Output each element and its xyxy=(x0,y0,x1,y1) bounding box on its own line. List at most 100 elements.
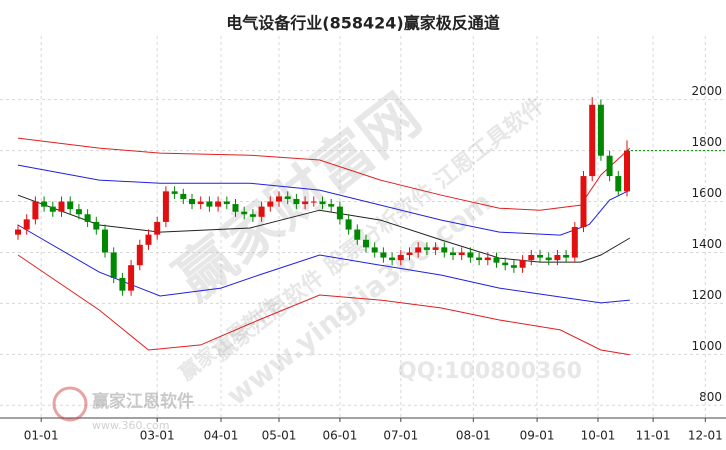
candle-body xyxy=(606,155,613,177)
candle-body xyxy=(215,201,222,207)
candle-body xyxy=(136,244,143,266)
candle-body xyxy=(110,252,117,278)
candle-body xyxy=(197,201,204,205)
logo: 赢家江恩软件 www.360.com xyxy=(52,386,194,432)
candle-body xyxy=(93,221,100,230)
candle-body xyxy=(171,191,178,194)
y-tick-label: 1400 xyxy=(691,237,722,251)
candle-body xyxy=(49,206,56,212)
candle-body xyxy=(23,219,30,230)
watermarks: 赢家财富网 赢家江恩软件 股票分析软件 江恩工具软件 www.yingjia36… xyxy=(162,81,582,412)
candle-body xyxy=(102,229,108,253)
candle-body xyxy=(615,176,622,192)
candle-body xyxy=(84,214,91,222)
candle-body xyxy=(510,265,517,268)
logo-url: www.360.com xyxy=(92,419,169,432)
candle-body xyxy=(519,260,526,268)
candle-body xyxy=(267,201,274,207)
candle-body xyxy=(484,257,491,261)
x-tick-label: 03-01 xyxy=(140,429,175,443)
logo-text: 赢家江恩软件 xyxy=(92,391,194,412)
candle-body xyxy=(415,247,422,253)
candle-body xyxy=(580,176,587,227)
candle-body xyxy=(397,255,404,261)
candle-body xyxy=(58,201,65,212)
x-tick-label: 10-01 xyxy=(581,429,616,443)
channel-line xyxy=(17,194,631,263)
candle-body xyxy=(467,252,474,258)
candle-body xyxy=(75,209,82,215)
logo-icon xyxy=(52,386,88,422)
candle-body xyxy=(354,229,361,240)
x-tick-label: 12-01 xyxy=(688,429,723,443)
candle-body xyxy=(15,229,21,235)
candle-body xyxy=(554,255,561,261)
y-tick-label: 2000 xyxy=(691,84,722,98)
candle-body xyxy=(41,201,48,207)
candle-body xyxy=(458,252,465,256)
candle-body xyxy=(276,196,282,202)
x-tick-label: 09-01 xyxy=(520,429,555,443)
candle-body xyxy=(545,257,552,261)
y-tick-label: 1800 xyxy=(691,135,722,149)
candle-body xyxy=(336,206,343,220)
candle-body xyxy=(423,247,430,250)
candle-body xyxy=(241,211,248,215)
candle-body xyxy=(476,257,483,261)
x-tick-label: 05-01 xyxy=(262,429,297,443)
y-tick-label: 800 xyxy=(699,390,722,404)
candle-body xyxy=(128,265,135,291)
candle-body xyxy=(528,255,535,261)
candle-body xyxy=(284,196,291,199)
candle-body xyxy=(302,201,309,205)
candle-body xyxy=(450,252,456,256)
candle-body xyxy=(371,247,378,253)
channel-line xyxy=(17,224,630,304)
x-tick-label: 11-01 xyxy=(636,429,671,443)
candle-body xyxy=(32,201,39,220)
candle-body xyxy=(537,255,543,258)
candle-body xyxy=(180,193,187,199)
candle-body xyxy=(310,201,317,203)
y-tick-label: 1200 xyxy=(691,288,722,302)
candle-body xyxy=(571,227,578,258)
candle-body xyxy=(223,201,230,205)
candle-body xyxy=(389,257,396,261)
candle-body xyxy=(406,252,413,256)
candle-body xyxy=(328,204,335,207)
candle-body xyxy=(597,104,604,156)
watermark: QQ:100800360 xyxy=(398,359,582,384)
candle-body xyxy=(145,234,152,245)
y-tick-label: 1600 xyxy=(691,186,722,200)
y-tick-label: 1000 xyxy=(691,339,722,353)
candle-body xyxy=(319,201,326,205)
candle-body xyxy=(162,191,169,222)
candle-body xyxy=(249,214,256,217)
axes: 800 1000 1200 1400 1600 1800 2000 01-01 03-01 04-… xyxy=(0,36,726,443)
x-tick-label: 01-01 xyxy=(24,429,59,443)
candle-body xyxy=(363,239,369,248)
candle-body xyxy=(293,198,300,205)
candle-body xyxy=(232,204,239,212)
candle-body xyxy=(206,201,213,207)
channel-line xyxy=(17,254,630,356)
candle-body xyxy=(380,252,387,258)
candle-body xyxy=(67,201,74,210)
candle-body xyxy=(563,255,570,258)
channel-line xyxy=(17,164,631,236)
x-tick-label: 04-01 xyxy=(204,429,239,443)
x-tick-label: 08-01 xyxy=(456,429,491,443)
candle-body xyxy=(154,221,161,235)
candle-body xyxy=(441,247,448,253)
candle-body xyxy=(119,277,126,291)
x-tick-label: 07-01 xyxy=(383,429,418,443)
candle-body xyxy=(624,150,630,192)
x-tick-label: 06-01 xyxy=(322,429,357,443)
chart-title: 电气设备行业(858424)赢家极反通道 xyxy=(226,14,499,33)
candle-body xyxy=(189,198,195,205)
candle-body xyxy=(493,257,500,263)
candle-body xyxy=(432,247,439,250)
candle-body xyxy=(589,104,596,177)
candle-body xyxy=(345,219,352,230)
